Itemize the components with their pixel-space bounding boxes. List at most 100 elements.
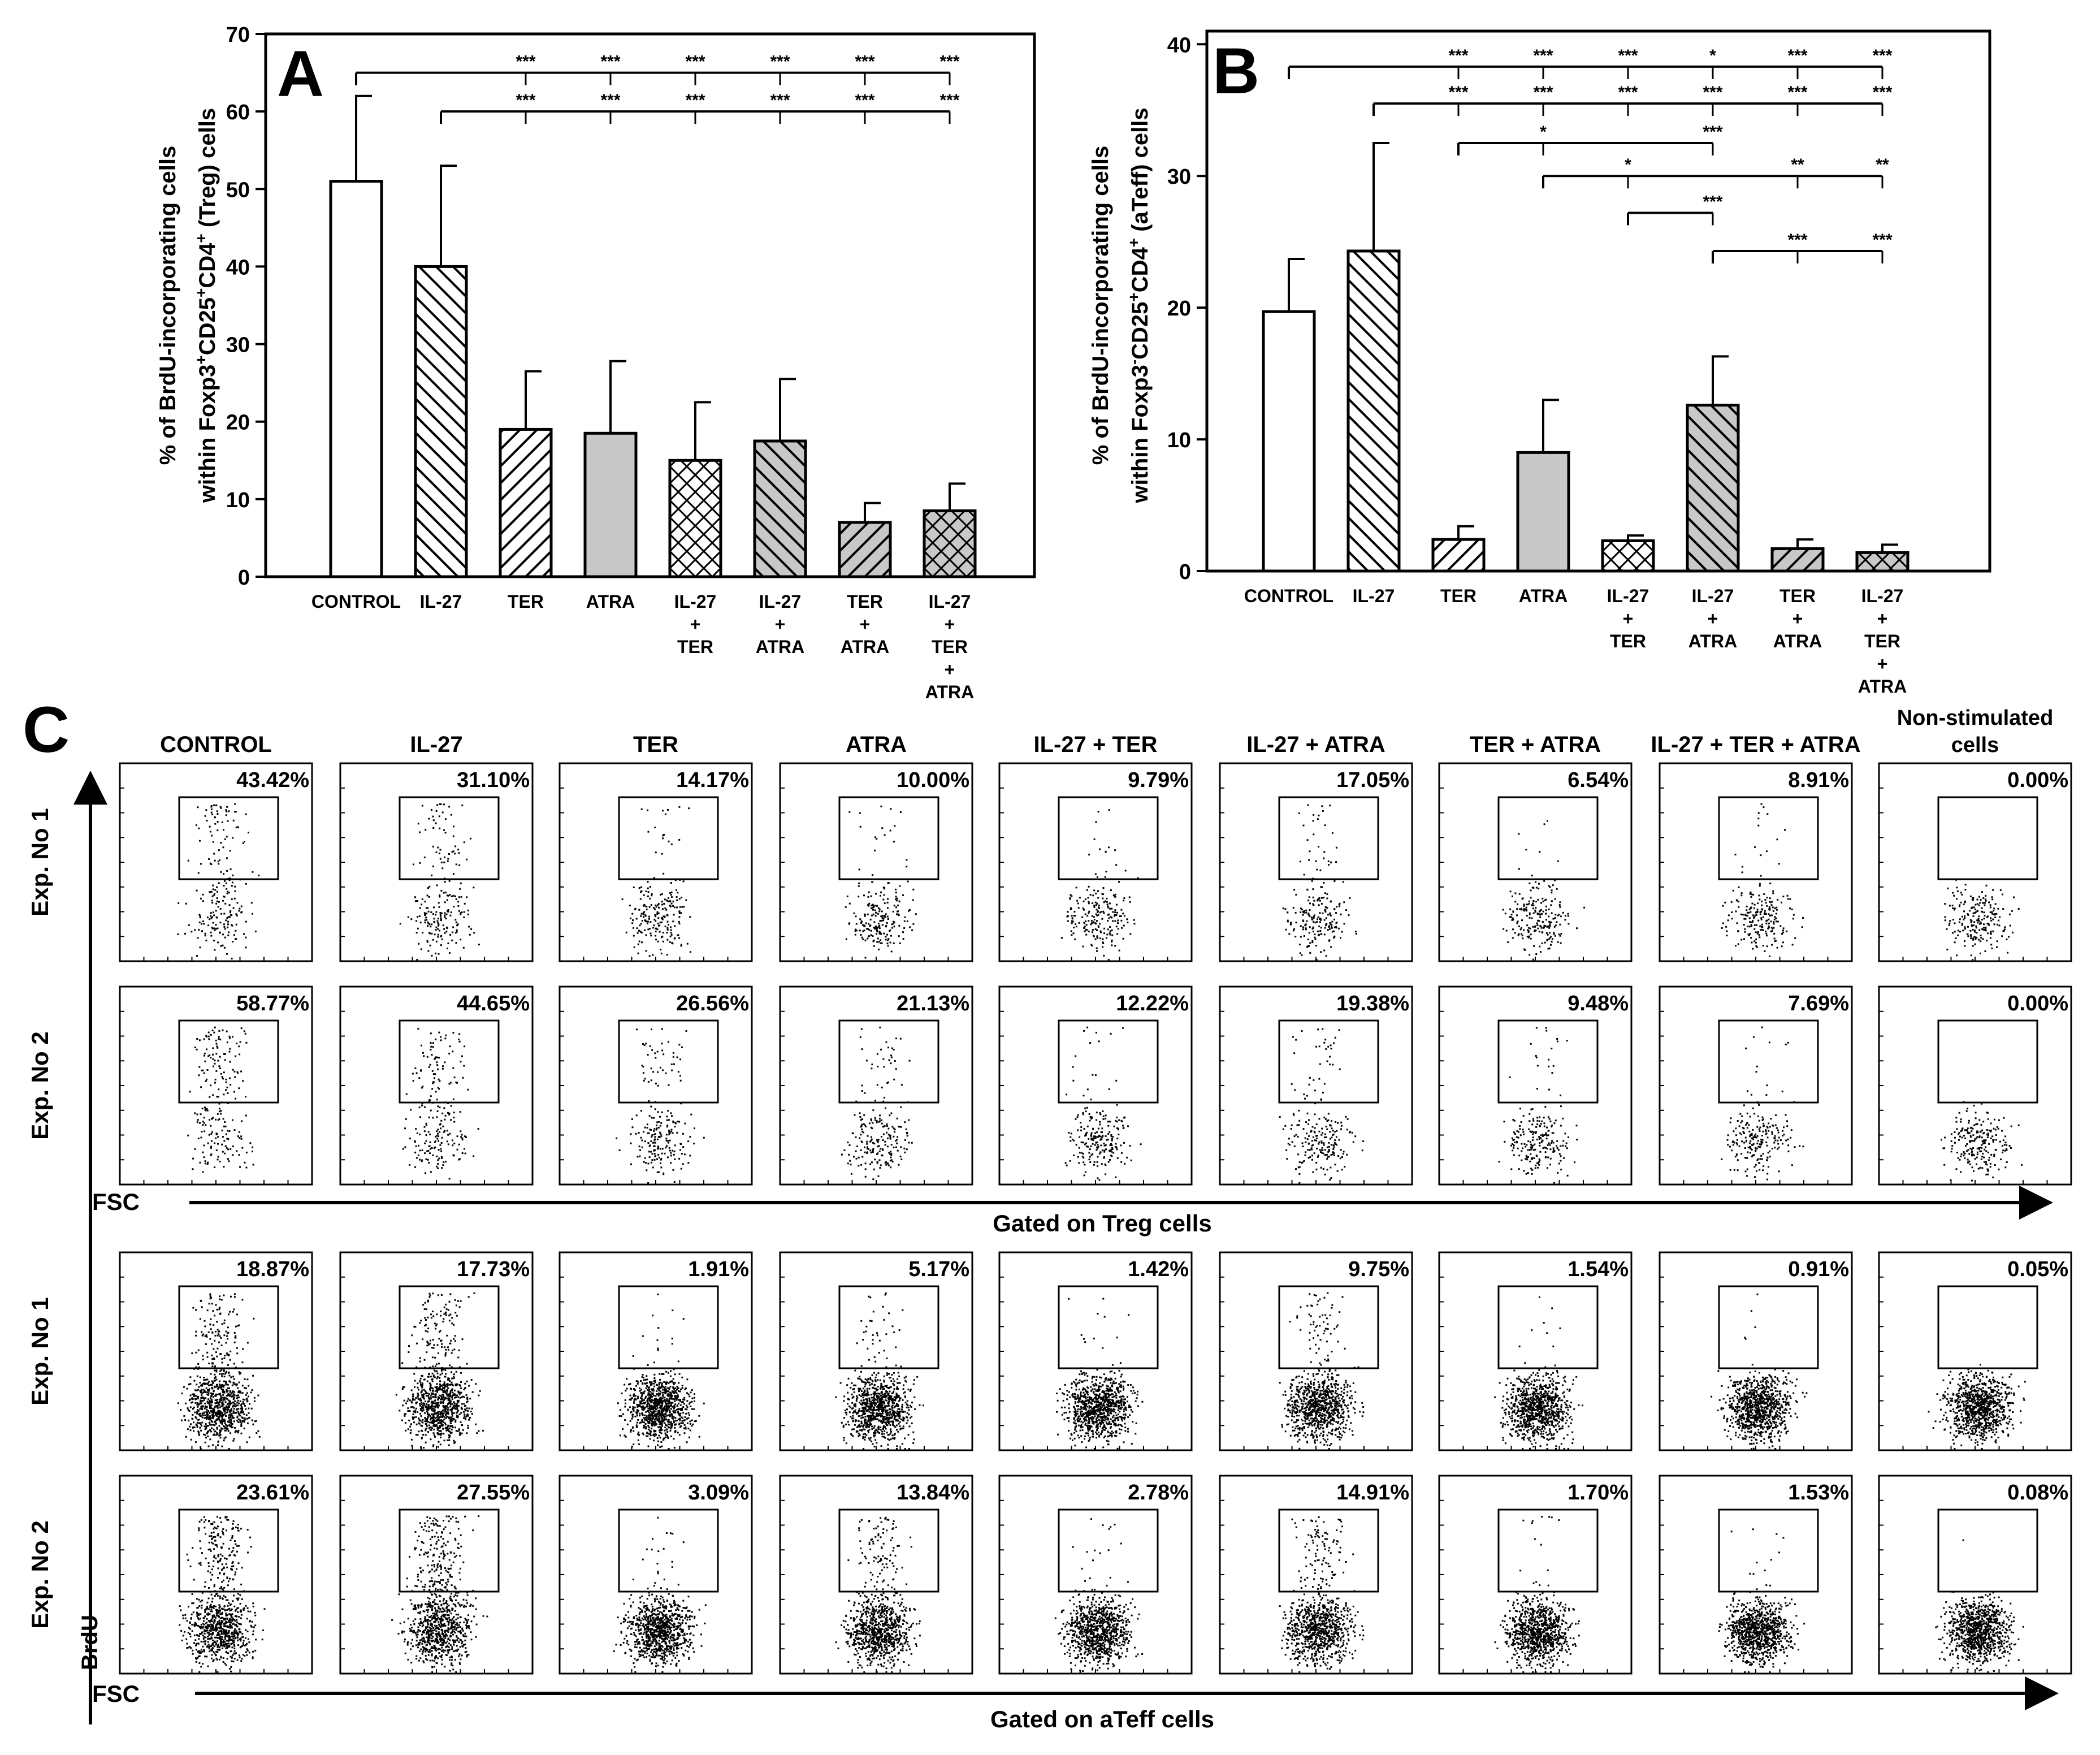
panel-a-letter: A xyxy=(277,38,324,110)
event-dots xyxy=(1941,1101,2023,1182)
plot-frame xyxy=(998,1251,1193,1451)
category-label: ATRA xyxy=(1773,631,1822,651)
gate-box xyxy=(838,1285,939,1369)
gate-box xyxy=(1497,1019,1599,1104)
gate-box xyxy=(1278,796,1379,880)
panel-c: C CONTROL IL-27 TER ATRA IL-27 + TER IL-27 + … xyxy=(23,694,2072,1732)
plot-frame xyxy=(558,985,753,1186)
bar xyxy=(1516,451,1570,573)
event-dots xyxy=(1279,1516,1365,1673)
flow-plot: 10.00% xyxy=(779,762,973,962)
panel-c-letter: C xyxy=(23,694,70,766)
y-tick-label: 60 xyxy=(226,101,250,124)
category-label: TER xyxy=(932,637,968,657)
row-label: Exp. No 2 xyxy=(27,1520,53,1628)
gate-box xyxy=(1718,796,1819,880)
category-label: + xyxy=(775,614,786,634)
y-tick-label: 30 xyxy=(226,334,250,357)
panel-a-y-ticks: 0 10 20 30 40 50 60 70 xyxy=(226,23,266,590)
category-label: TER xyxy=(508,591,544,612)
event-dots xyxy=(1944,879,2020,961)
gate-box xyxy=(399,1285,500,1369)
significance-label: *** xyxy=(939,53,959,71)
panel-b-letter: B xyxy=(1213,35,1259,107)
flow-plot: 31.10% xyxy=(339,762,534,962)
gate-percentage: 7.69% xyxy=(1788,992,1849,1015)
panel-a-ylabel-line2: within Foxp3+CD25+CD4+ (Treg) cells xyxy=(192,108,220,503)
bar xyxy=(1855,551,1910,573)
gate-box xyxy=(399,1508,500,1593)
gate-percentage: 17.73% xyxy=(457,1257,530,1281)
bar xyxy=(1770,547,1825,573)
gate-box xyxy=(1937,1508,2038,1593)
column-header: IL-27 + TER xyxy=(1034,732,1158,757)
bar xyxy=(923,509,977,578)
plot-frame xyxy=(119,1475,313,1675)
plot-frame xyxy=(339,985,534,1186)
flow-plot: 1.70% xyxy=(1438,1475,1633,1675)
plot-frame xyxy=(1438,1475,1633,1675)
significance-label: *** xyxy=(939,91,959,110)
event-dots xyxy=(1064,1026,1142,1181)
gate-percentage: 1.54% xyxy=(1568,1257,1629,1281)
flow-plot: 21.13% xyxy=(779,985,973,1186)
panel-b-frame xyxy=(1205,29,1991,573)
gate-percentage: 18.87% xyxy=(236,1257,309,1281)
event-dots xyxy=(1721,803,1804,957)
fsc-axis-label-ateff: FSC xyxy=(92,1680,140,1707)
gate-box xyxy=(838,1508,939,1593)
column-header: IL-27 + TER + ATRA xyxy=(1651,732,1860,757)
row-label: Exp. No 1 xyxy=(27,808,53,916)
column-header: TER + ATRA xyxy=(1470,732,1601,757)
significance-label: *** xyxy=(1872,231,1892,249)
significance-label: *** xyxy=(1448,83,1468,102)
flow-plot: 43.42% xyxy=(119,762,313,962)
event-dots xyxy=(187,1026,254,1173)
column-header: TER xyxy=(633,732,678,757)
panel-a-frame xyxy=(264,32,1036,578)
category-label: ATRA xyxy=(841,637,890,657)
flow-plot: 7.69% xyxy=(1659,985,1853,1186)
category-label: IL-27 xyxy=(1692,586,1734,606)
category-label: + xyxy=(690,614,701,634)
bar xyxy=(1346,249,1401,573)
plot-frame xyxy=(1219,762,1413,962)
flow-plot: 23.61% xyxy=(119,1475,313,1675)
flow-plot: 19.38% xyxy=(1219,985,1413,1186)
significance-label: *** xyxy=(685,91,705,110)
plot-frame xyxy=(1659,985,1853,1186)
flow-plot: 27.55% xyxy=(339,1475,534,1675)
flow-plot: 0.08% xyxy=(1878,1475,2072,1675)
flow-plot: 1.53% xyxy=(1659,1475,1853,1675)
flow-plot: 1.42% xyxy=(998,1251,1193,1451)
event-dots xyxy=(1935,1539,2024,1673)
event-dots xyxy=(177,803,260,959)
flow-plot: 1.54% xyxy=(1438,1251,1633,1451)
bar xyxy=(414,265,468,578)
flow-plot: 2.78% xyxy=(998,1475,1193,1675)
event-dots xyxy=(391,1515,488,1673)
gate-percentage: 1.70% xyxy=(1568,1481,1629,1505)
gate-percentage: 44.65% xyxy=(457,992,530,1015)
category-label: IL-27 xyxy=(1353,586,1395,606)
significance-label: *** xyxy=(1618,46,1638,65)
gate-box xyxy=(838,796,939,880)
significance-label: *** xyxy=(1787,46,1807,65)
event-dots xyxy=(1056,1298,1144,1450)
panel-b-ylabel-line2: within Foxp3-CD25+CD4+ (aTeff) cells xyxy=(1125,107,1153,503)
significance-label: ** xyxy=(1791,155,1804,174)
significance-label: * xyxy=(1709,46,1716,65)
significance-label: *** xyxy=(1533,46,1553,65)
event-dots xyxy=(177,1293,261,1450)
gate-box xyxy=(618,1285,719,1369)
category-label: + xyxy=(860,614,871,634)
plot-frame xyxy=(1878,762,2072,962)
plot-frame xyxy=(779,1251,973,1451)
row-label: Exp. No 2 xyxy=(27,1031,53,1139)
gate-box xyxy=(1937,1019,2038,1104)
plot-frame xyxy=(119,1251,313,1451)
gate-percentage: 9.75% xyxy=(1348,1257,1409,1281)
significance-label: *** xyxy=(1703,83,1722,102)
gate-box xyxy=(1058,796,1159,880)
flow-plot: 0.05% xyxy=(1878,1251,2072,1451)
